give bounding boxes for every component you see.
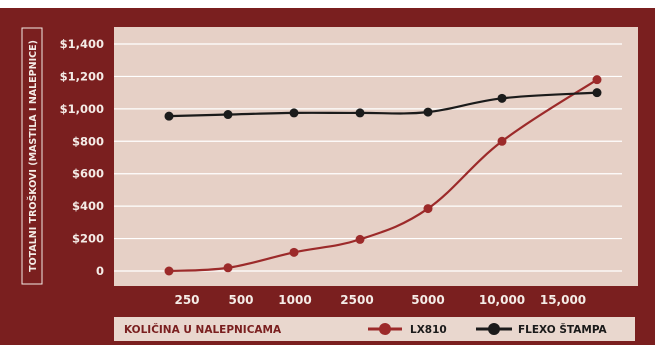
legend-lx810-label: LX810	[410, 324, 447, 336]
y-tick-label: $200	[72, 232, 104, 246]
data-point-flexo	[164, 111, 174, 121]
y-tick-label: $1,000	[60, 102, 104, 116]
data-point-lx810	[497, 136, 507, 146]
data-point-lx810	[289, 247, 299, 257]
x-tick-label: 250	[174, 293, 199, 307]
x-axis-label: KOLIČINA U NALEPNICAMA	[124, 323, 282, 336]
y-tick-label: $400	[72, 199, 104, 213]
legend-lx810-swatch-marker	[379, 323, 391, 335]
y-axis-label: TOTALNI TROŠKOVI (MASTILA I NALEPNICE)	[27, 40, 39, 272]
legend-item-flexo: FLEXO ŠTAMPA	[476, 323, 608, 336]
legend-flexo-swatch-marker	[488, 323, 500, 335]
data-point-flexo	[289, 108, 299, 118]
x-tick-label: 500	[228, 293, 253, 307]
x-tick-label: 10,000	[479, 293, 525, 307]
plot-area	[114, 27, 638, 286]
y-tick-label: $1,200	[60, 69, 104, 83]
y-tick-label: $800	[72, 134, 104, 148]
data-point-flexo	[223, 110, 233, 120]
y-tick-label: $600	[72, 167, 104, 181]
y-axis-ticks: 0 $200 $400 $600 $800 $1,000 $1,200 $1,400	[60, 37, 104, 278]
data-point-lx810	[223, 263, 233, 273]
y-axis-label-box	[21, 27, 43, 285]
x-tick-label: 1000	[278, 293, 311, 307]
data-point-flexo	[592, 88, 602, 98]
data-point-flexo	[497, 93, 507, 103]
y-tick-label: 0	[96, 264, 104, 278]
data-point-lx810	[355, 234, 365, 244]
x-axis-ticks: 250 500 1000 2500 5000 10,000 15,000	[174, 293, 586, 307]
legend-flexo-label: FLEXO ŠTAMPA	[518, 323, 608, 336]
data-point-lx810	[423, 204, 433, 214]
data-point-lx810	[592, 75, 602, 85]
x-tick-label: 15,000	[540, 293, 586, 307]
y-tick-label: $1,400	[60, 37, 104, 51]
x-tick-label: 5000	[411, 293, 444, 307]
x-tick-label: 2500	[340, 293, 373, 307]
legend-item-lx810: LX810	[368, 323, 447, 336]
data-point-flexo	[355, 108, 365, 118]
data-point-lx810	[164, 266, 174, 276]
data-point-flexo	[423, 107, 433, 117]
series-lines	[164, 75, 602, 276]
